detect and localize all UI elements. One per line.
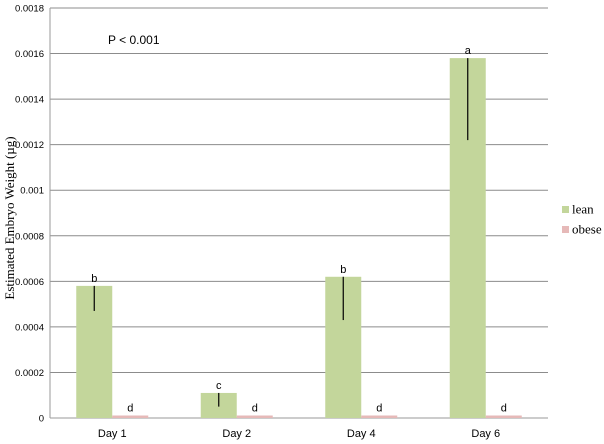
- y-tick-label: 0.0012: [15, 140, 44, 151]
- bar-obese: [112, 415, 149, 418]
- significance-label: d: [252, 403, 258, 415]
- legend-swatch-obese: [562, 226, 569, 233]
- significance-label: d: [376, 403, 382, 415]
- y-axis-ticks: 0 0.0002 0.0004 0.0006 0.0008 0.001 0.0012 0.00…: [15, 4, 44, 425]
- significance-label: b: [340, 264, 346, 276]
- bar-obese: [236, 415, 273, 418]
- x-tick-label: Day 4: [347, 428, 376, 440]
- y-tick-label: 0.001: [20, 186, 44, 197]
- significance-label: b: [91, 273, 97, 285]
- significance-label: c: [216, 380, 222, 392]
- y-tick-label: 0: [39, 414, 44, 425]
- legend-swatch-lean: [562, 206, 569, 213]
- y-tick-label: 0.0006: [15, 277, 44, 288]
- y-tick-label: 0.0016: [15, 49, 44, 60]
- y-axis-label: Estimated Embryo Weight (µg): [2, 136, 17, 299]
- p-value-annotation: P < 0.001: [108, 33, 160, 47]
- significance-label: d: [501, 403, 507, 415]
- significance-label: a: [465, 45, 472, 57]
- gridlines: [50, 7, 548, 373]
- error-bars: [93, 58, 469, 407]
- significance-labels: b c b a d d d d: [91, 45, 507, 414]
- y-tick-label: 0.0018: [15, 4, 44, 15]
- x-tick-label: Day 1: [98, 428, 127, 440]
- legend-label-lean: lean: [572, 202, 594, 217]
- bar-obese: [485, 415, 522, 418]
- legend-label-obese: obese: [572, 222, 602, 237]
- x-tick-label: Day 6: [471, 428, 500, 440]
- significance-label: d: [127, 403, 133, 415]
- y-tick-label: 0.0008: [15, 231, 44, 242]
- bars: [76, 58, 522, 418]
- legend: lean obese: [562, 202, 602, 237]
- y-tick-label: 0.0004: [15, 322, 44, 333]
- y-tick-label: 0.0002: [15, 368, 44, 379]
- bar-obese: [361, 415, 398, 418]
- x-tick-label: Day 2: [222, 428, 251, 440]
- x-axis-category-labels: Day 1 Day 2 Day 4 Day 6: [98, 428, 500, 440]
- y-tick-label: 0.0014: [15, 95, 44, 106]
